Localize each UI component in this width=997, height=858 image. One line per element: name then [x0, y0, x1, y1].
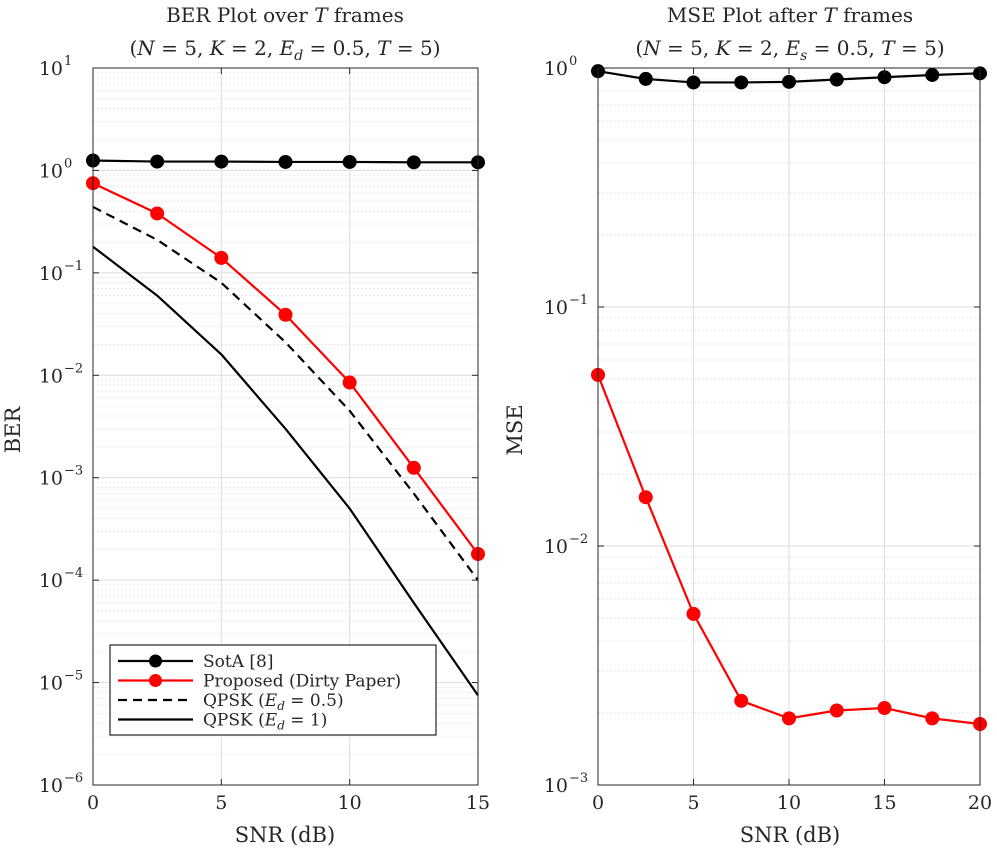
- mse-chart-xtick-label: 0: [592, 792, 604, 814]
- legend-entry-label: QPSK (Ed = 1): [203, 711, 327, 733]
- mse-chart-ytick-exponent: −2: [569, 532, 588, 547]
- ber-chart-legend: SotA [8]Proposed (Dirty Paper)QPSK (Ed =…: [109, 644, 437, 736]
- ber-chart-xtick-label: 15: [466, 792, 490, 814]
- mse-chart-ytick-label: 10: [544, 58, 568, 80]
- mse-chart-data-point: [782, 74, 796, 89]
- ber-chart-series-line: [92, 205, 479, 581]
- mse-chart-data-point: [877, 700, 892, 715]
- mse-chart-data-point: [638, 490, 653, 505]
- ber-chart-ytick-label: 10: [39, 673, 63, 695]
- mse-chart-subtitle: (N = 5, K = 2, Es = 0.5, T = 5): [635, 36, 944, 64]
- legend-marker: [149, 674, 162, 687]
- mse-chart-ytick-label: 10: [544, 297, 568, 319]
- ber-chart-data-point: [150, 206, 165, 221]
- ber-chart-axes-box: [92, 67, 479, 786]
- ber-chart-ytick-exponent: −6: [64, 771, 83, 786]
- mse-chart-data-point: [829, 72, 844, 87]
- mse-chart-data-point: [734, 693, 749, 708]
- ber-chart-ytick-exponent: −2: [64, 361, 83, 376]
- legend-entry-label: QPSK (Ed = 0.5): [203, 691, 344, 713]
- ber-chart-ytick-exponent: −3: [64, 464, 83, 479]
- ber-chart-subtitle: (N = 5, K = 2, Ed = 0.5, T = 5): [129, 36, 440, 64]
- ber-chart-ytick-label: 10: [39, 263, 63, 285]
- mse-chart-ytick-exponent: −1: [569, 293, 588, 308]
- mse-chart-xtick-label: 15: [872, 792, 896, 814]
- mse-chart-xtick-label: 5: [687, 792, 699, 814]
- ber-chart-ylabel: BER: [1, 406, 25, 454]
- mse-chart-title: MSE Plot after T frames: [667, 3, 913, 27]
- ber-chart-ytick-label: 10: [39, 570, 63, 592]
- ber-chart-ytick-label: 10: [39, 160, 63, 182]
- mse-chart-panel: MSE Plot after T frames (N = 5, K = 2, E…: [503, 3, 992, 847]
- mse-chart-ytick-exponent: 0: [569, 54, 577, 69]
- legend-marker: [149, 654, 162, 668]
- ber-chart-data-point: [342, 375, 357, 390]
- ber-chart-ytick-exponent: −1: [64, 259, 83, 274]
- mse-chart-grid: [598, 68, 980, 785]
- mse-chart-ytick-label: 10: [544, 536, 568, 558]
- mse-chart-ticks: [597, 67, 981, 786]
- ber-chart-grid: [93, 68, 478, 785]
- ber-chart-ytick-label: 10: [39, 775, 63, 797]
- mse-chart-data-point: [925, 67, 940, 82]
- legend-entry-label: SotA [8]: [203, 652, 273, 672]
- ber-chart-ytick-exponent: 1: [64, 54, 72, 69]
- ber-chart-series-line: [92, 245, 479, 696]
- ber-chart-data-point: [278, 154, 293, 169]
- mse-chart-ytick-label: 10: [544, 775, 568, 797]
- mse-chart-data-point: [925, 711, 940, 726]
- ber-chart-title: BER Plot over T frames: [166, 3, 404, 27]
- ber-chart-series-2: [92, 205, 479, 581]
- ber-chart-xtick-label: 0: [87, 792, 99, 814]
- ber-chart-ytick-label: 10: [39, 58, 63, 80]
- ber-chart-xtick-label: 5: [215, 792, 227, 814]
- mse-chart-data-point: [686, 606, 701, 621]
- ber-chart-ytick-exponent: 0: [64, 156, 72, 171]
- ber-chart-data-point: [406, 460, 421, 475]
- mse-chart-ylabel: MSE: [503, 404, 527, 455]
- ber-chart-xtick-label: 10: [338, 792, 362, 814]
- mse-chart-xlabel: SNR (dB): [740, 823, 841, 847]
- mse-chart-xtick-label: 10: [777, 792, 801, 814]
- mse-chart-data-point: [638, 71, 653, 86]
- legend-entry-label: Proposed (Dirty Paper): [203, 672, 401, 692]
- ber-chart-ytick-label: 10: [39, 468, 63, 490]
- ber-chart-data-point: [342, 154, 357, 169]
- mse-chart-data-point: [829, 703, 844, 718]
- ber-chart-ytick-label: 10: [39, 365, 63, 387]
- ber-chart-data-point: [214, 250, 229, 265]
- ber-chart-series-1: [86, 176, 485, 561]
- ber-chart-data-point: [278, 307, 293, 322]
- ber-chart-ytick-exponent: −4: [64, 566, 83, 581]
- ber-chart-data-point: [150, 154, 165, 169]
- mse-chart-ytick-exponent: −3: [569, 771, 588, 786]
- ber-chart-xlabel: SNR (dB): [235, 823, 336, 847]
- ber-chart-ticks: [92, 67, 479, 786]
- ber-chart-ytick-exponent: −5: [64, 669, 83, 684]
- mse-chart-data-point: [686, 75, 701, 90]
- mse-chart-data-point: [782, 711, 796, 726]
- mse-chart-xtick-label: 20: [968, 792, 992, 814]
- ber-chart-data-point: [406, 155, 421, 170]
- ber-chart-series-3: [92, 245, 479, 696]
- mse-chart-data-point: [734, 75, 749, 90]
- ber-chart-data-point: [214, 154, 229, 169]
